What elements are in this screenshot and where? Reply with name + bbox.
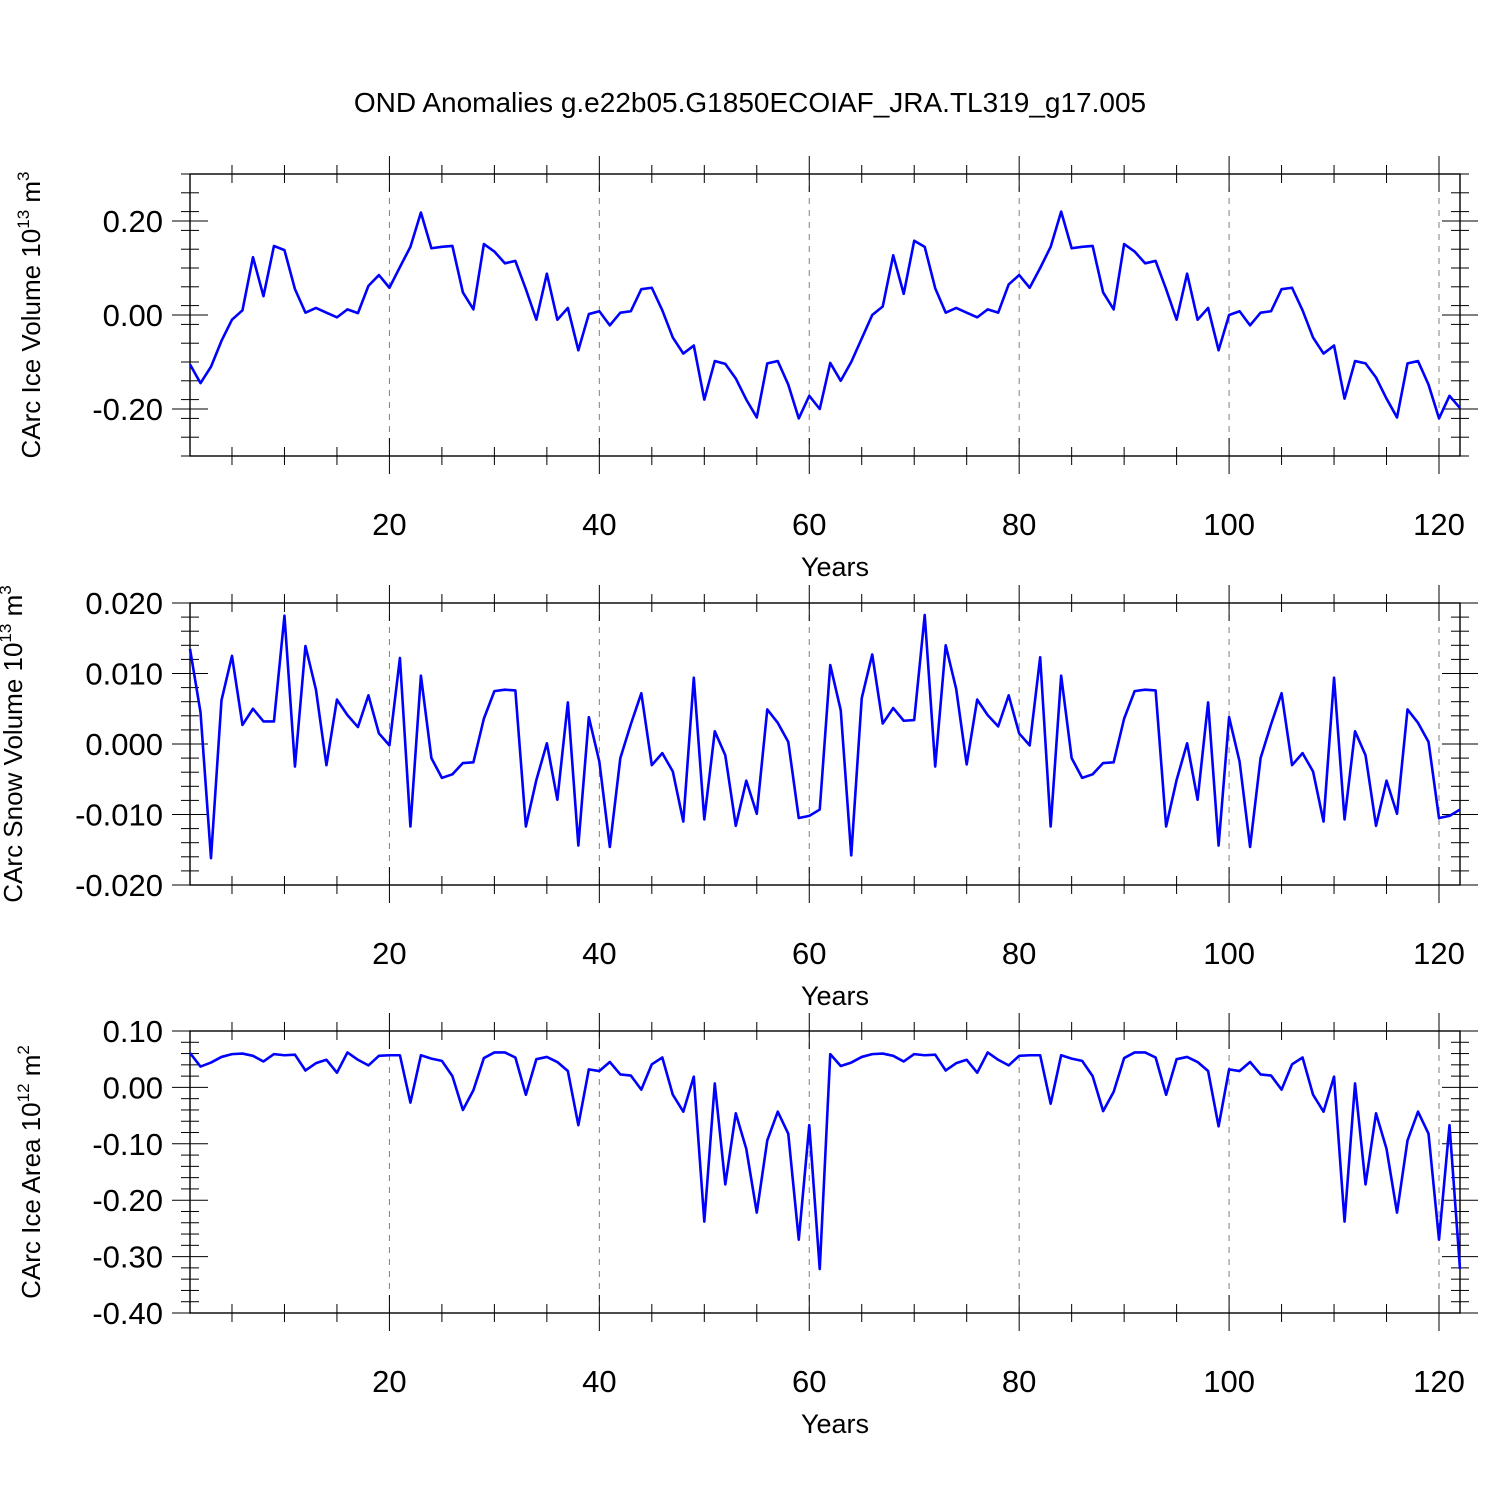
x-axis-label: Years — [801, 552, 869, 582]
y-tick-label: 0.00 — [103, 298, 163, 333]
y-tick-label: 0.00 — [103, 1070, 163, 1105]
x-tick-label: 120 — [1413, 1364, 1465, 1399]
x-tick-label: 40 — [582, 1364, 616, 1399]
data-series-line — [188, 210, 1461, 420]
y-tick-label: 0.000 — [85, 727, 163, 762]
x-tick-label: 80 — [1002, 1364, 1036, 1399]
y-tick-label: -0.20 — [92, 1183, 163, 1218]
y-axis-label: CArc Ice Area 1012 m2 — [14, 1045, 46, 1299]
x-tick-label: 60 — [792, 936, 826, 971]
plot-frame — [189, 173, 1461, 457]
x-tick-label: 20 — [372, 936, 406, 971]
y-tick-label: -0.30 — [92, 1240, 163, 1275]
x-tick-label: 80 — [1002, 936, 1036, 971]
y-tick-label: -0.020 — [75, 868, 163, 903]
x-tick-label: 120 — [1413, 507, 1465, 542]
y-tick-label: 0.10 — [103, 1014, 163, 1049]
y-tick-label: -0.010 — [75, 798, 163, 833]
x-tick-label: 20 — [372, 1364, 406, 1399]
x-tick-label: 100 — [1203, 507, 1255, 542]
y-tick-label: -0.20 — [92, 392, 163, 427]
y-axis-label: CArc Snow Volume 1013 m3 — [0, 585, 28, 902]
data-series-line — [188, 1051, 1462, 1271]
y-tick-label: 0.020 — [85, 586, 163, 621]
y-tick-label: 0.010 — [85, 657, 163, 692]
figure-title: OND Anomalies g.e22b05.G1850ECOIAF_JRA.T… — [354, 87, 1146, 118]
x-tick-label: 60 — [792, 507, 826, 542]
x-tick-label: 100 — [1203, 1364, 1255, 1399]
ice-area-panel: 20 40 60 80 100 120 -0.40 -0.30 -0.20 -0.10 0.00 0.… — [14, 1013, 1478, 1439]
plot-frame — [189, 602, 1461, 886]
y-tick-label: 0.20 — [103, 204, 163, 239]
x-axis-label: Years — [801, 1409, 869, 1439]
x-tick-label: 100 — [1203, 936, 1255, 971]
x-tick-label: 40 — [582, 507, 616, 542]
data-series-line — [188, 613, 1461, 860]
y-tick-label: -0.10 — [92, 1127, 163, 1162]
ice-volume-panel: 20 40 60 80 100 120 -0.20 0.00 0.20 Years CArc Ice… — [14, 156, 1478, 582]
x-axis-label: Years — [801, 981, 869, 1011]
plot-frame — [189, 1030, 1461, 1314]
y-axis-label: CArc Ice Volume 1013 m3 — [14, 171, 46, 458]
snow-volume-panel: 20 40 60 80 100 120 -0.020 -0.010 0.000 0.010 0.02… — [0, 585, 1478, 1011]
x-tick-label: 60 — [792, 1364, 826, 1399]
y-tick-label: -0.40 — [92, 1296, 163, 1331]
x-tick-label: 80 — [1002, 507, 1036, 542]
x-tick-label: 20 — [372, 507, 406, 542]
x-tick-label: 120 — [1413, 936, 1465, 971]
x-tick-label: 40 — [582, 936, 616, 971]
